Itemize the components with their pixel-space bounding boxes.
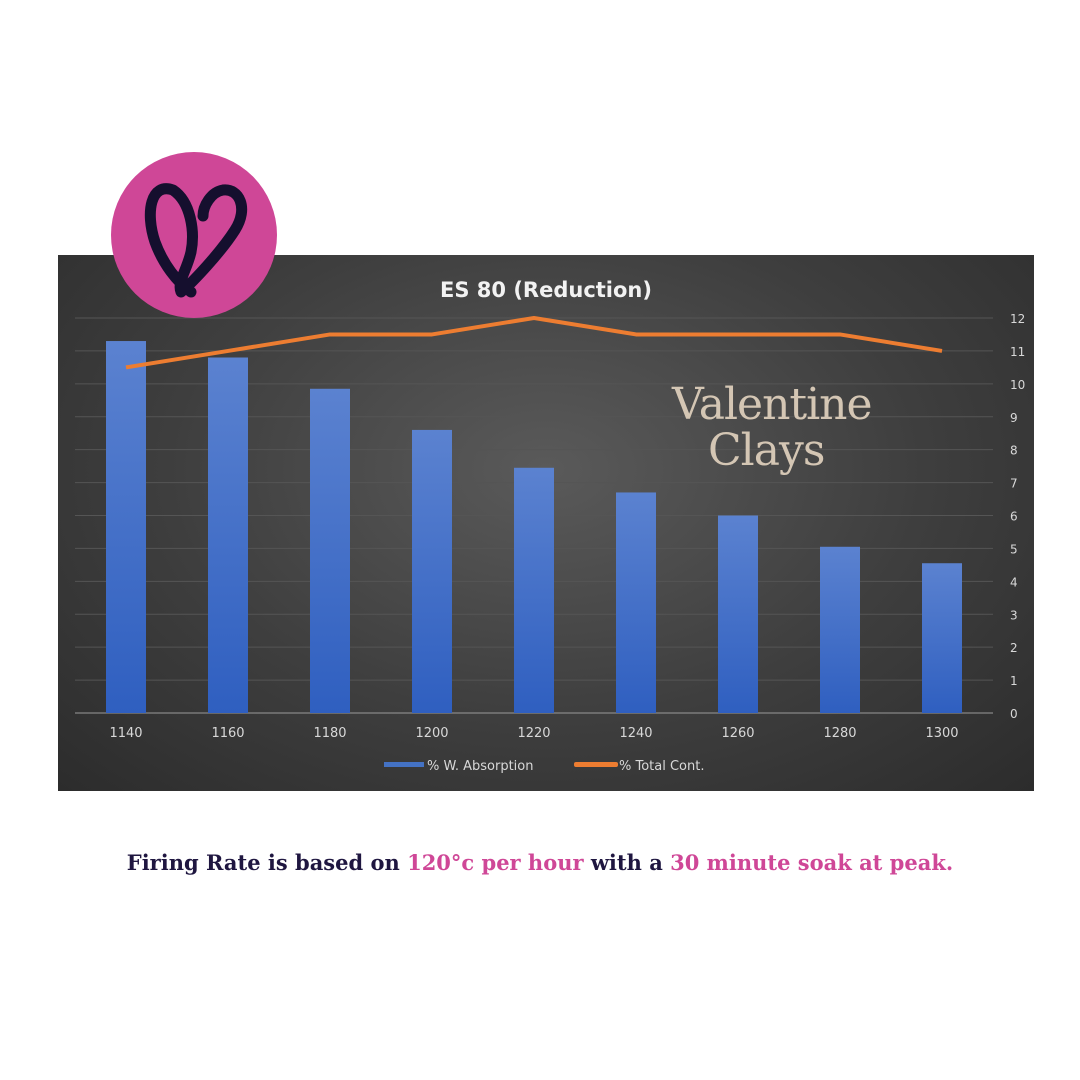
x-tick-label: 1200 [415,726,448,741]
y-tick-label: 4 [1010,575,1018,589]
heart-logo-badge [111,152,277,318]
y-tick-label: 12 [1010,312,1025,326]
y-tick-label: 2 [1010,641,1018,655]
x-tick-label: 1280 [823,726,856,741]
bar-1300 [922,563,962,713]
x-tick-label: 1240 [619,726,652,741]
bar-1140 [106,341,146,713]
y-tick-label: 0 [1010,707,1018,721]
bar-1280 [820,546,860,713]
caption-text: Firing Rate is based on [126,850,408,875]
legend-swatch-total-cont [574,762,618,767]
x-tick-label: 1140 [109,726,142,741]
x-tick-label: 1180 [313,726,346,741]
legend-label-absorption: % W. Absorption [427,759,533,774]
bar-1200 [412,429,452,713]
firing-rate-caption: Firing Rate is based on 120°c per hour w… [0,850,1080,875]
legend-label-total-cont: % Total Cont. [619,759,704,774]
y-tick-label: 7 [1010,477,1018,491]
x-tick-label: 1260 [721,726,754,741]
line-total-cont [125,316,943,370]
y-tick-label: 1 [1010,674,1018,688]
bar-1240 [616,492,656,713]
brand-line1: Valentine [672,379,873,430]
caption-highlight-rate: 120°c per hour [407,850,584,875]
x-tick-label: 1160 [211,726,244,741]
bar-1180 [310,388,350,713]
y-tick-label: 5 [1010,542,1018,556]
y-tick-label: 8 [1010,444,1018,458]
brand-watermark: Valentine Clays [672,379,873,476]
y-tick-label: 9 [1010,411,1018,425]
caption-text: with a [583,850,671,875]
heart-icon [144,183,248,298]
x-tick-label: 1220 [517,726,550,741]
y-tick-label: 3 [1010,608,1018,622]
chart-title: ES 80 (Reduction) [440,278,652,302]
y-tick-label: 6 [1010,510,1018,524]
bar-1160 [208,357,248,713]
bar-1260 [718,515,758,713]
brand-line2: Clays [708,425,825,476]
chart: ES 80 (Reduction) 0 1 2 3 4 5 6 7 8 9 10 11 12 1140 116… [58,255,1034,791]
bar-1220 [514,467,554,713]
legend-swatch-absorption [384,762,424,767]
caption-highlight-soak: 30 minute soak at peak. [670,850,954,875]
y-tick-label: 10 [1010,378,1025,392]
x-tick-label: 1300 [925,726,958,741]
y-tick-label: 11 [1010,345,1025,359]
